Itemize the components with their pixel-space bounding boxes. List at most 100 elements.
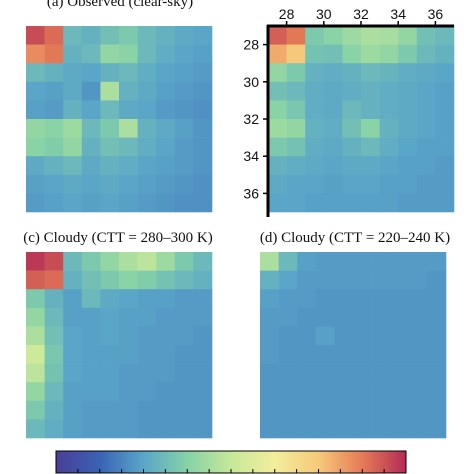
heatmap-d-cell — [353, 382, 372, 402]
heatmap-d-cell — [278, 345, 298, 364]
heatmap-c-cell — [81, 289, 101, 309]
heatmap-a-cell — [156, 137, 176, 157]
heatmap-a-cell — [137, 26, 157, 45]
heatmap-d-cell — [353, 270, 372, 290]
heatmap-c-cell — [119, 345, 138, 364]
heatmap-d-cell — [353, 326, 372, 346]
heatmap-d-cell — [408, 307, 428, 327]
heatmap-a-cell — [193, 119, 213, 138]
heatmap-d-cell — [427, 307, 447, 327]
heatmap-d-cell — [390, 363, 410, 383]
heatmap-d-cell — [371, 307, 391, 327]
heatmap-a-cell — [63, 156, 83, 176]
heatmap-a-cell — [26, 26, 45, 45]
heatmap-c-cell — [119, 400, 138, 420]
heatmap-b-cell — [342, 44, 362, 64]
heatmap-a-cell — [137, 156, 157, 176]
heatmap-a-cell — [26, 119, 45, 138]
heatmap-c-cell — [100, 382, 120, 402]
heatmap-b-cell — [342, 156, 362, 176]
heatmap-a-cell — [193, 156, 213, 176]
heatmap-b-cell — [305, 174, 325, 194]
heatmap-a-cell — [44, 81, 64, 101]
heatmap-b-cell — [361, 100, 380, 120]
heatmap-c-cell — [81, 419, 101, 439]
heatmap-b-cell — [323, 81, 343, 101]
heatmap-d-cell — [315, 345, 335, 364]
heatmap-d-cell — [260, 363, 279, 383]
heatmap-a-cell — [174, 63, 194, 83]
heatmap-a-cell — [137, 81, 157, 101]
heatmap-c-cell — [44, 345, 64, 364]
heatmap-b-cell — [435, 81, 455, 101]
heatmap-b-cell — [323, 137, 343, 157]
heatmap-c-cell — [26, 289, 45, 309]
heatmap-b-cell — [435, 26, 455, 45]
heatmap-a-cell — [137, 63, 157, 83]
heatmap-a-cell — [119, 174, 138, 194]
heatmap-b-cell — [342, 26, 362, 45]
heatmap-b-cell — [323, 156, 343, 176]
heatmap-a-cell — [193, 137, 213, 157]
heatmap-c-cell — [26, 419, 45, 439]
heatmap-c-cell — [193, 326, 213, 346]
heatmap-a-cell — [174, 81, 194, 101]
heatmap-d-cell — [371, 419, 391, 439]
heatmap-d-cell — [315, 270, 335, 290]
heatmap-a-cell — [100, 137, 120, 157]
heatmap-d-cell — [427, 419, 447, 439]
heatmap-c-cell — [174, 326, 194, 346]
heatmap-c-cell — [100, 363, 120, 383]
heatmap-b-cell — [361, 44, 380, 64]
heatmap-c-cell — [119, 326, 138, 346]
heatmap-b-cell — [435, 44, 455, 64]
heatmap-d-cell — [260, 419, 279, 439]
heatmap-a-cell — [174, 174, 194, 194]
heatmap-c-cell — [119, 289, 138, 309]
heatmap-d-cell — [371, 382, 391, 402]
heatmap-a-cell — [156, 44, 176, 64]
heatmap-b-cell — [416, 193, 436, 213]
heatmap-a-cell — [81, 193, 101, 213]
heatmap-c-cell — [63, 326, 83, 346]
heatmap-c-cell — [156, 289, 176, 309]
heatmap-b-cell — [342, 100, 362, 120]
heatmap-b-cell — [416, 100, 436, 120]
heatmap-b-cell — [379, 156, 399, 176]
heatmap-a-cell — [26, 193, 45, 213]
heatmap-c-cell — [174, 400, 194, 420]
heatmap-d-cell — [353, 307, 372, 327]
heatmap-a-cell — [63, 137, 83, 157]
heatmap-b-cell — [379, 81, 399, 101]
heatmap-c-cell — [63, 289, 83, 309]
heatmap-b-cell — [361, 26, 380, 45]
heatmap-c-cell — [26, 382, 45, 402]
heatmap-b — [268, 26, 455, 213]
heatmap-a-cell — [174, 193, 194, 213]
heatmap-a-cell — [26, 81, 45, 101]
heatmap-a-cell — [193, 193, 213, 213]
heatmap-d-cell — [278, 270, 298, 290]
heatmap-c-cell — [137, 419, 157, 439]
heatmap-d-cell — [390, 382, 410, 402]
heatmap-b-cell — [323, 193, 343, 213]
heatmap-d-cell — [408, 363, 428, 383]
heatmap-a-cell — [119, 193, 138, 213]
heatmap-d-cell — [353, 419, 372, 439]
panel-b-axes: 28 30 32 34 36 28 30 32 34 36 — [243, 6, 454, 217]
heatmap-a-cell — [63, 174, 83, 194]
heatmap-b-cell — [268, 63, 287, 83]
heatmap-b-cell — [435, 137, 455, 157]
heatmap-d-cell — [315, 400, 335, 420]
heatmap-c-cell — [81, 270, 101, 290]
heatmap-c-cell — [193, 270, 213, 290]
panel-b-y-tick-label: 30 — [243, 74, 259, 90]
heatmap-a-cell — [100, 119, 120, 138]
heatmap-c-cell — [193, 307, 213, 327]
heatmap-a-cell — [81, 137, 101, 157]
heatmap-d-cell — [408, 419, 428, 439]
heatmap-a-cell — [81, 26, 101, 45]
heatmap-a-cell — [137, 100, 157, 120]
heatmap-a-cell — [100, 156, 120, 176]
heatmap-d-cell — [278, 252, 298, 271]
